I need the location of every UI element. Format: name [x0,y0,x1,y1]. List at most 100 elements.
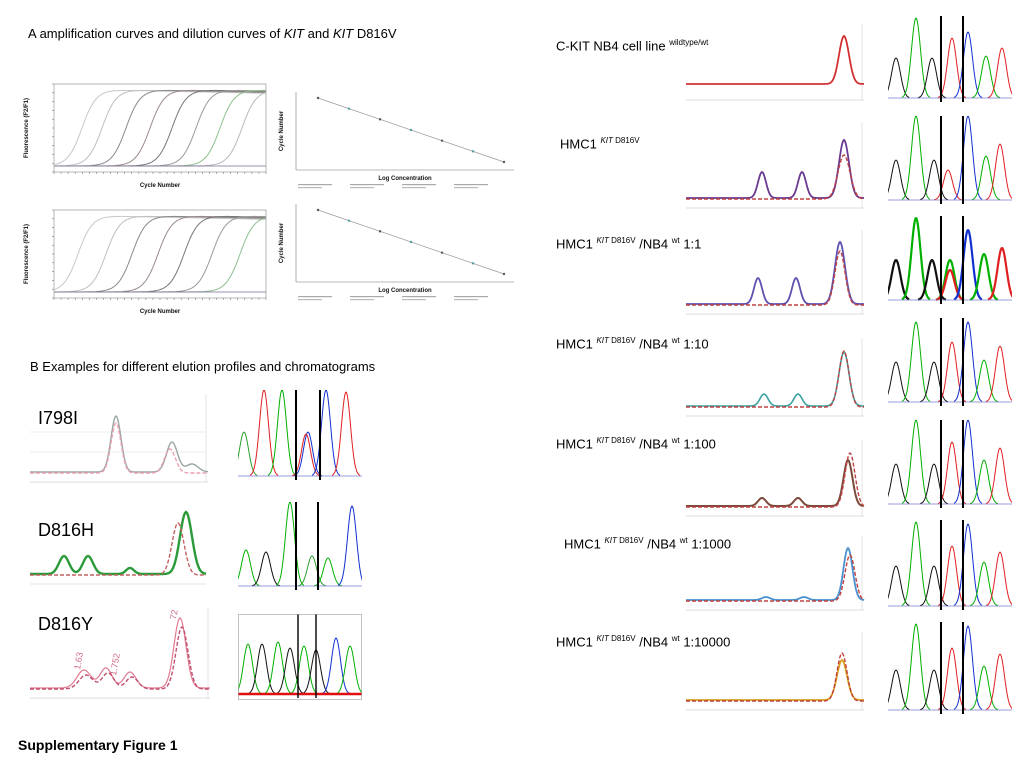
kit-gene: KIT [604,536,617,545]
stats-text [298,187,322,189]
y-axis-title: Fluorescence (F2/F1) [24,98,30,158]
stats-text [350,296,384,298]
stats-text [298,296,332,298]
elution-profile-d816y: 1.63 1.752 72 [30,608,210,699]
chromatogram-d816y [238,614,362,700]
label-text: C-KIT NB4 cell line [556,38,670,54]
y-axis-title: Cycle Number [279,222,285,263]
chromatogram-1-1000 [888,520,1012,610]
trace-peak [293,431,323,477]
trace-peak [919,159,949,201]
chromatogram-nb4 [888,16,1012,102]
heading-mutation: D816V [353,26,397,41]
label-text: HMC1 [556,436,597,452]
amplification-curve [53,215,266,293]
label-text: HMC1 [560,136,601,152]
label-sup: D816V [608,236,636,245]
label-sup: D816V [616,536,644,545]
stats-text [402,184,436,186]
x-axis-title: Log Concentration [378,176,432,182]
stats-text [350,299,374,301]
standard-point [316,96,320,100]
chromatogram-1-100 [888,420,1012,508]
label-sup: D816V [608,634,636,643]
sample-curve [30,414,209,473]
dilution-ratio: 1:10000 [679,634,731,650]
trace-peak [901,116,931,200]
plot-frame [53,209,267,299]
standard-point [347,107,351,110]
trace-peak [953,523,983,606]
figure-caption: Supplementary Figure 1 [18,737,178,753]
standard-point [440,139,444,142]
trace-peak [901,420,931,504]
sample-label-1-100: HMC1 KIT D816V /NB4 wt 1:100 [556,436,716,451]
trace-peak [987,47,1012,99]
mutation-label-d816h: D816H [38,520,95,540]
elution-profile-1-1 [686,230,864,315]
label-sup2: wt [671,634,680,643]
trace-peak [888,565,910,606]
sample-label-1-1: HMC1 KIT D816V /NB4 wt 1:1 [556,236,701,251]
label-text: HMC1 [556,236,597,252]
amplification-curve [53,89,266,166]
elution-profile-i798i [30,394,209,483]
label-text: HMC1 [556,634,597,650]
standard-point [378,230,382,233]
stats-text [454,184,488,186]
trace-peak [953,321,983,402]
amplification-plot-1: Cycle Number Fluorescence (F2/F1) [24,83,267,189]
mutation-label-d816y: D816Y [38,614,94,634]
y-axis-title: Cycle Number [279,110,285,151]
panel-a-heading: A amplification curves and dilution curv… [28,26,397,41]
elution-profile-hmc1 [686,122,865,209]
trace-peak [335,645,362,695]
chromatogram-hmc1 [888,116,1012,204]
label-mid: /NB4 [643,536,680,552]
reference-curve [686,154,865,200]
trace-peak [953,625,983,710]
trace-peak [969,459,999,505]
dilution-ratio: 1:1000 [687,536,732,552]
amplification-curve [54,215,266,293]
panel-b-heading: B Examples for different elution profile… [30,359,376,374]
x-axis-title: Log Concentration [378,288,432,294]
trace-peak [275,647,305,695]
heading-text: A amplification curves and dilution curv… [28,26,284,41]
trace-peak [953,229,983,301]
peak-temperature-label: 1.752 [108,652,122,676]
label-mid: /NB4 [635,634,672,650]
sample-curve [686,458,865,507]
trace-peak [901,321,931,402]
dilution-ratio: 1:10 [679,336,709,352]
standard-point [409,240,413,244]
trace-peak [888,463,910,504]
trace-peak [888,57,910,98]
trace-peak [937,341,967,402]
trace-peak [311,390,341,476]
sample-label-1-1000: HMC1 KIT D816V /NB4 wt 1:1000 [564,536,731,551]
dilution-ratio: 1:1 [679,236,702,252]
trace-peak [901,623,931,710]
reference-curve [686,652,864,702]
sample-curve [686,350,864,407]
stats-text [454,296,488,298]
trace-peak [251,551,281,587]
trace-peak [263,641,293,695]
trace-peak [337,505,362,586]
peak-temperature-label: 72 [168,609,180,621]
label-text: HMC1 [556,336,597,352]
trace-peak [919,361,949,403]
stats-text [454,299,478,301]
label-sup2: wt [671,336,680,345]
standard-point [440,251,444,254]
trace-peak [971,55,1001,99]
label-sup: D816V [608,336,636,345]
trace-peak [331,391,361,476]
trace-peak [919,669,949,711]
trace-peak [937,545,967,606]
standard-point [471,262,475,265]
label-text: HMC1 [564,536,605,552]
trace-peak [289,645,319,695]
standard-point [378,118,382,121]
